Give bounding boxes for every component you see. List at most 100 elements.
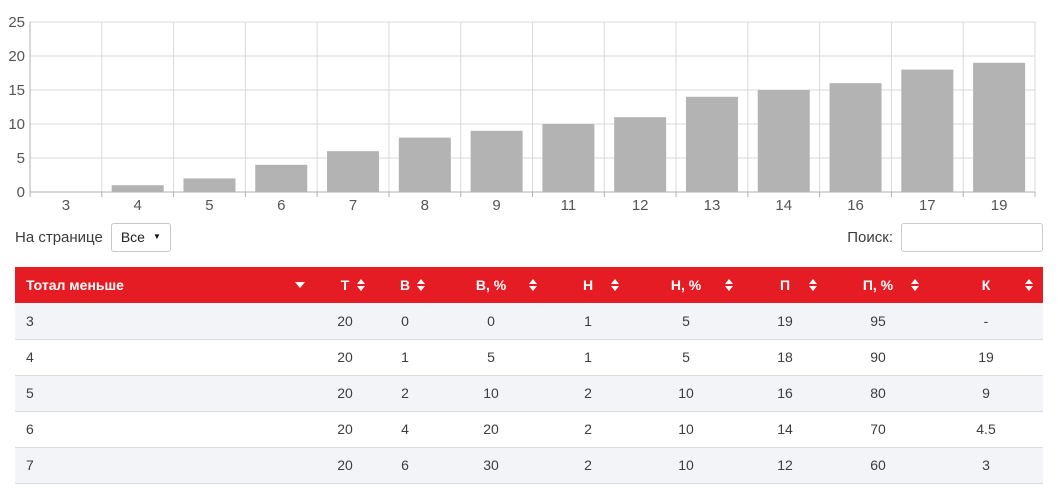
column-header-n[interactable]: Н <box>547 267 629 303</box>
svg-text:14: 14 <box>775 197 792 214</box>
search-input[interactable] <box>901 222 1043 252</box>
sort-both-icon <box>911 279 919 291</box>
sort-both-icon <box>725 279 733 291</box>
cell: 16 <box>743 375 827 412</box>
cell: 5 <box>629 339 743 376</box>
cell: 2 <box>547 375 629 412</box>
svg-text:20: 20 <box>8 48 25 65</box>
cell-total-value: 3 <box>15 303 315 340</box>
svg-text:4: 4 <box>134 197 142 214</box>
search-control: Поиск: <box>847 222 1043 252</box>
cell: 6 <box>375 447 435 484</box>
cell: 20 <box>315 303 375 340</box>
cell: 20 <box>315 339 375 376</box>
column-header-k[interactable]: К <box>929 267 1043 303</box>
cell: 80 <box>827 375 929 412</box>
table-row: 5 20 2 10 2 10 16 80 9 <box>15 375 1043 412</box>
cell: 4 <box>375 411 435 448</box>
svg-text:10: 10 <box>8 116 25 133</box>
cell: 10 <box>629 411 743 448</box>
svg-text:3: 3 <box>62 197 70 214</box>
page-size-selected-value: Все <box>120 229 145 245</box>
sort-desc-icon <box>295 282 305 288</box>
svg-text:12: 12 <box>632 197 649 214</box>
cell: 1 <box>547 339 629 376</box>
svg-text:7: 7 <box>349 197 357 214</box>
page-size-control: На странице Все ▼ <box>15 222 171 252</box>
svg-text:16: 16 <box>847 197 864 214</box>
cell: 10 <box>629 447 743 484</box>
chevron-down-icon: ▼ <box>152 232 161 241</box>
cell: 19 <box>743 303 827 340</box>
svg-text:15: 15 <box>8 82 25 99</box>
column-header-p[interactable]: П <box>743 267 827 303</box>
cell: 60 <box>827 447 929 484</box>
sort-both-icon <box>611 279 619 291</box>
cell: 14 <box>743 411 827 448</box>
column-header-v[interactable]: В <box>375 267 435 303</box>
table-row: 6 20 4 20 2 10 14 70 4.5 <box>15 411 1043 448</box>
svg-text:5: 5 <box>17 150 25 167</box>
page-size-select[interactable]: Все ▼ <box>110 222 171 252</box>
cell: 12 <box>743 447 827 484</box>
column-label: П <box>779 277 791 293</box>
svg-text:5: 5 <box>205 197 213 214</box>
cell: 9 <box>929 375 1043 412</box>
cell: 70 <box>827 411 929 448</box>
page-size-label: На странице <box>15 228 103 246</box>
cell: 2 <box>547 411 629 448</box>
cell: 20 <box>315 411 375 448</box>
cell: 95 <box>827 303 929 340</box>
cell: 5 <box>435 339 547 376</box>
cell: 0 <box>375 303 435 340</box>
column-header-t[interactable]: Т <box>315 267 375 303</box>
cell: 3 <box>929 447 1043 484</box>
svg-text:25: 25 <box>8 14 25 31</box>
cell: 0 <box>435 303 547 340</box>
sort-both-icon <box>357 279 365 291</box>
svg-text:11: 11 <box>561 197 577 214</box>
search-label: Поиск: <box>847 228 893 246</box>
table-row: 3 20 0 0 1 5 19 95 - <box>15 303 1043 340</box>
column-label: К <box>981 277 991 293</box>
sort-both-icon <box>809 279 817 291</box>
bar-chart-canvas: 0 5 10 15 20 25 3 4 5 6 7 8 9 11 12 13 14 16 17 19 <box>8 14 1036 214</box>
column-header-v-pct[interactable]: В, % <box>435 267 547 303</box>
cell: 2 <box>547 447 629 484</box>
table-row: 4 20 1 5 1 5 18 90 19 <box>15 339 1043 376</box>
cell: 10 <box>629 375 743 412</box>
cell: 30 <box>435 447 547 484</box>
cell: 4.5 <box>929 411 1043 448</box>
totals-bar-chart: 0 5 10 15 20 25 3 4 5 6 7 8 9 11 12 13 14 16 17 19 <box>0 0 1058 215</box>
column-label: Н, % <box>670 277 702 293</box>
column-header-n-pct[interactable]: Н, % <box>629 267 743 303</box>
cell: 20 <box>435 411 547 448</box>
svg-text:0: 0 <box>17 184 25 201</box>
column-header-p-pct[interactable]: П, % <box>827 267 929 303</box>
column-label: В, % <box>475 277 507 293</box>
svg-text:13: 13 <box>704 197 721 214</box>
cell: 18 <box>743 339 827 376</box>
column-label: Т <box>340 277 350 293</box>
column-label: П, % <box>862 277 894 293</box>
svg-text:19: 19 <box>991 197 1008 214</box>
column-label: В <box>399 277 411 293</box>
svg-text:9: 9 <box>492 197 500 214</box>
cell: 2 <box>375 375 435 412</box>
cell-total-value: 4 <box>15 339 315 376</box>
cell: - <box>929 303 1043 340</box>
svg-text:6: 6 <box>277 197 285 214</box>
cell: 20 <box>315 447 375 484</box>
svg-text:17: 17 <box>919 197 936 214</box>
cell: 5 <box>629 303 743 340</box>
cell: 1 <box>547 303 629 340</box>
column-header-total-less[interactable]: Тотал меньше <box>15 267 315 303</box>
cell-total-value: 6 <box>15 411 315 448</box>
table-body: 3 20 0 0 1 5 19 95 - 4 20 1 5 1 5 18 90 … <box>15 303 1043 484</box>
cell-total-value: 5 <box>15 375 315 412</box>
svg-text:8: 8 <box>421 197 429 214</box>
column-label: Тотал меньше <box>26 277 124 293</box>
cell: 1 <box>375 339 435 376</box>
cell: 20 <box>315 375 375 412</box>
table-row: 7 20 6 30 2 10 12 60 3 <box>15 447 1043 484</box>
